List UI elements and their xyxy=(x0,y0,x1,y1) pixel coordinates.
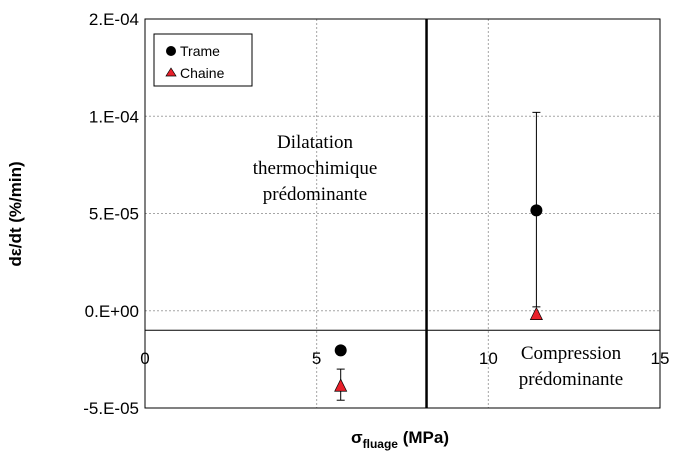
x-axis-label-unit: (MPa) xyxy=(398,428,449,447)
annotation-left-line-3: prédominante xyxy=(263,184,367,205)
annotation-right-line-2: prédominante xyxy=(519,369,623,390)
annotation-right-line-1: Compression xyxy=(521,343,622,364)
grid-lines xyxy=(145,19,660,408)
plot-frame xyxy=(144,18,661,409)
y-tick-label: 5.E-05 xyxy=(89,205,139,224)
x-axis-label-subscript: fluage xyxy=(363,437,399,451)
x-tick-label: 0 xyxy=(140,349,149,368)
legend-label-trame: Trame xyxy=(180,43,220,59)
legend: Trame Chaine xyxy=(153,33,253,87)
y-tick-labels: -5.E-05 0.E+00 5.E-05 1.E-04 2.E-04 xyxy=(83,10,139,418)
x-tick-label: 5 xyxy=(312,349,321,368)
y-tick-label: 1.E-04 xyxy=(89,107,139,126)
y-tick-label: -5.E-05 xyxy=(83,399,139,418)
annotation-left-line-2: thermochimique xyxy=(253,158,378,179)
x-tick-labels: 0 5 10 15 xyxy=(140,349,669,368)
data-marks xyxy=(334,111,543,401)
x-axis-label-symbol: σ xyxy=(351,428,363,447)
data-point-chaine xyxy=(529,306,543,320)
y-tick-label: 0.E+00 xyxy=(85,302,139,321)
legend-box xyxy=(153,33,253,87)
x-tick-label: 15 xyxy=(651,349,670,368)
x-tick-label: 10 xyxy=(479,349,498,368)
y-tick-label: 2.E-04 xyxy=(89,10,139,29)
y-axis-label: dε/dt (%/min) xyxy=(6,161,25,266)
data-point-trame xyxy=(334,344,347,357)
legend-label-chaine: Chaine xyxy=(180,65,225,81)
legend-triangle-icon xyxy=(165,67,177,77)
annotation-left-line-1: Dilatation xyxy=(277,132,353,153)
legend-circle-icon xyxy=(166,46,176,56)
x-axis-label: σfluage (MPa) xyxy=(351,428,449,451)
data-point-trame xyxy=(530,204,543,217)
data-point-chaine xyxy=(334,378,348,392)
